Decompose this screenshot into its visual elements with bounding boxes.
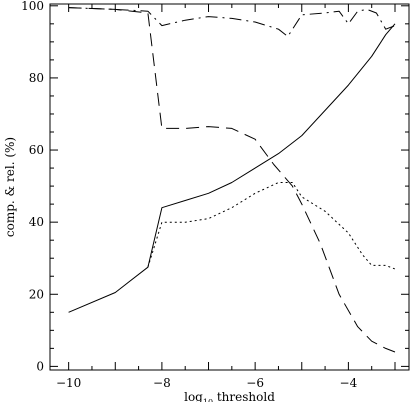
series-layer: [68, 7, 396, 353]
x-tick-label: −4: [340, 376, 358, 390]
series-line-dashed: [68, 7, 396, 353]
y-axis-label: comp. & rel. (%): [3, 137, 17, 237]
y-tick-label: 0: [36, 359, 44, 373]
x-axis-label-main: log: [184, 390, 203, 402]
series-line-solid: [68, 23, 396, 313]
x-tick-label: −10: [56, 376, 81, 390]
series-line-dotted: [147, 182, 396, 270]
x-axis-label: log10 threshold: [184, 390, 275, 402]
y-tick-label: 60: [29, 143, 44, 157]
x-tick-label: −6: [246, 376, 264, 390]
x-axis-label-subscript: 10: [203, 398, 213, 402]
plot-frame: [49, 3, 410, 371]
x-tick-label: −8: [153, 376, 171, 390]
y-tick-label: 20: [29, 287, 44, 301]
tick-layer: −10 −8 −6 −4 0 20 40 60 80 100: [21, 0, 409, 390]
y-tick-label: 100: [21, 0, 44, 13]
y-tick-label: 80: [29, 71, 44, 85]
series-line-dashdot: [68, 7, 396, 37]
x-axis-label-rest: threshold: [213, 390, 275, 402]
y-tick-label: 40: [29, 215, 44, 229]
